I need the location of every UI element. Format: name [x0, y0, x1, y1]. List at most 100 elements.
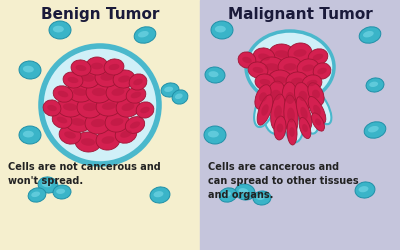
Ellipse shape: [363, 31, 374, 38]
Ellipse shape: [257, 95, 273, 125]
Ellipse shape: [274, 76, 286, 84]
Ellipse shape: [140, 107, 150, 113]
Ellipse shape: [312, 90, 320, 98]
Ellipse shape: [120, 130, 132, 138]
Ellipse shape: [258, 54, 270, 60]
Ellipse shape: [129, 74, 147, 90]
Ellipse shape: [308, 96, 326, 124]
Ellipse shape: [136, 102, 154, 118]
Ellipse shape: [302, 64, 314, 71]
Ellipse shape: [274, 105, 282, 119]
Ellipse shape: [265, 63, 279, 71]
Ellipse shape: [85, 112, 111, 134]
Ellipse shape: [278, 57, 302, 77]
Ellipse shape: [289, 127, 295, 137]
Ellipse shape: [359, 27, 381, 43]
Text: Cells are not cancerous and
won't spread.: Cells are not cancerous and won't spread…: [8, 162, 161, 186]
Ellipse shape: [102, 136, 114, 144]
Ellipse shape: [255, 74, 275, 90]
Ellipse shape: [208, 71, 218, 77]
Ellipse shape: [130, 122, 140, 128]
Ellipse shape: [154, 191, 164, 197]
Ellipse shape: [19, 61, 41, 79]
Ellipse shape: [112, 88, 124, 96]
Ellipse shape: [208, 131, 219, 138]
Ellipse shape: [297, 59, 319, 77]
Ellipse shape: [96, 130, 120, 150]
Ellipse shape: [91, 62, 103, 69]
Ellipse shape: [368, 126, 379, 132]
Ellipse shape: [315, 118, 321, 126]
Ellipse shape: [172, 90, 188, 104]
Ellipse shape: [286, 72, 308, 90]
Ellipse shape: [277, 124, 283, 132]
Ellipse shape: [71, 60, 91, 76]
Ellipse shape: [205, 67, 225, 83]
Ellipse shape: [73, 88, 87, 96]
Ellipse shape: [358, 186, 368, 192]
Ellipse shape: [295, 90, 319, 134]
Ellipse shape: [86, 81, 112, 103]
Ellipse shape: [100, 73, 114, 81]
Ellipse shape: [113, 70, 135, 88]
Ellipse shape: [259, 57, 285, 77]
Ellipse shape: [366, 78, 384, 92]
Ellipse shape: [284, 63, 296, 71]
Ellipse shape: [76, 68, 100, 88]
Ellipse shape: [267, 81, 285, 109]
Ellipse shape: [286, 92, 294, 104]
Ellipse shape: [57, 97, 83, 117]
Ellipse shape: [255, 85, 271, 109]
Ellipse shape: [260, 79, 270, 85]
Ellipse shape: [108, 64, 120, 70]
Ellipse shape: [19, 126, 41, 144]
Ellipse shape: [82, 74, 94, 82]
Ellipse shape: [92, 88, 106, 96]
Ellipse shape: [282, 82, 298, 114]
Ellipse shape: [76, 65, 86, 71]
Ellipse shape: [67, 82, 93, 102]
Ellipse shape: [211, 21, 233, 39]
Ellipse shape: [246, 31, 334, 103]
Ellipse shape: [269, 44, 295, 64]
Ellipse shape: [38, 177, 58, 193]
Ellipse shape: [299, 118, 311, 139]
Ellipse shape: [288, 43, 312, 63]
Ellipse shape: [287, 119, 297, 145]
Ellipse shape: [58, 91, 68, 97]
Ellipse shape: [364, 122, 386, 138]
Ellipse shape: [64, 132, 76, 138]
Ellipse shape: [126, 87, 146, 103]
Ellipse shape: [298, 91, 308, 101]
Ellipse shape: [254, 89, 276, 127]
Ellipse shape: [118, 76, 130, 82]
Ellipse shape: [271, 90, 281, 100]
Ellipse shape: [287, 108, 295, 122]
Text: Benign Tumor: Benign Tumor: [41, 7, 159, 22]
Ellipse shape: [43, 100, 61, 116]
Ellipse shape: [59, 126, 81, 144]
Ellipse shape: [309, 90, 331, 124]
Ellipse shape: [252, 67, 264, 73]
Ellipse shape: [256, 195, 265, 200]
Ellipse shape: [47, 105, 57, 111]
Ellipse shape: [42, 181, 52, 187]
Ellipse shape: [235, 184, 255, 200]
Ellipse shape: [95, 67, 119, 87]
Circle shape: [41, 46, 159, 164]
Text: Malignant Tumor: Malignant Tumor: [228, 7, 372, 22]
Ellipse shape: [125, 116, 145, 134]
Ellipse shape: [115, 125, 137, 143]
Ellipse shape: [296, 97, 312, 129]
Ellipse shape: [369, 82, 378, 87]
Ellipse shape: [238, 52, 256, 68]
Ellipse shape: [28, 188, 46, 202]
Ellipse shape: [133, 79, 143, 85]
Ellipse shape: [313, 54, 323, 60]
Ellipse shape: [86, 57, 108, 75]
Ellipse shape: [63, 103, 77, 111]
Ellipse shape: [302, 75, 322, 91]
Ellipse shape: [65, 112, 91, 132]
Text: Cells are cancerous and
can spread to other tissues
and organs.: Cells are cancerous and can spread to ot…: [208, 162, 359, 200]
Ellipse shape: [116, 97, 140, 117]
